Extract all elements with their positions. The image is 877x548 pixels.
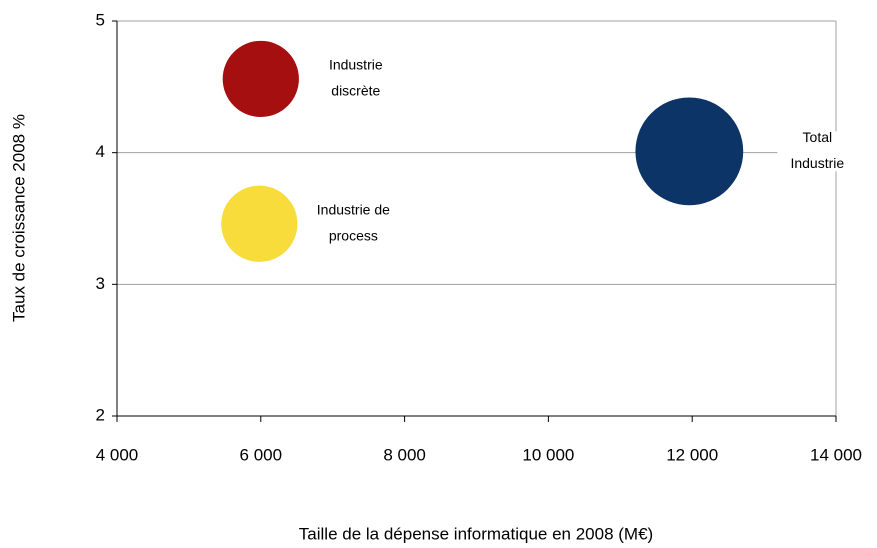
y-tick-label: 5 bbox=[96, 10, 105, 29]
bubble-label: process bbox=[329, 227, 378, 243]
bubble bbox=[635, 97, 744, 206]
label-bg bbox=[777, 131, 858, 172]
x-tick-label: 8 000 bbox=[383, 445, 426, 464]
x-axis-title: Taille de la dépense informatique en 200… bbox=[299, 524, 653, 543]
bubble-label: Industrie bbox=[329, 57, 383, 73]
bubble-label: Industrie de bbox=[317, 201, 390, 217]
y-tick-label: 3 bbox=[96, 274, 105, 293]
bubble-label: discrète bbox=[331, 83, 380, 99]
bubble bbox=[221, 185, 298, 262]
y-axis-title: Taux de croissance 2008 % bbox=[9, 114, 28, 322]
x-tick-label: 6 000 bbox=[240, 445, 283, 464]
y-tick-label: 2 bbox=[96, 405, 105, 424]
bubble-label: Total bbox=[803, 129, 833, 145]
bubble-label: Industrie bbox=[790, 155, 844, 171]
y-tick-label: 4 bbox=[96, 142, 105, 161]
x-tick-label: 4 000 bbox=[96, 445, 139, 464]
x-tick-label: 14 000 bbox=[810, 445, 862, 464]
bubble bbox=[222, 40, 299, 118]
x-tick-label: 10 000 bbox=[522, 445, 574, 464]
x-tick-label: 12 000 bbox=[666, 445, 718, 464]
